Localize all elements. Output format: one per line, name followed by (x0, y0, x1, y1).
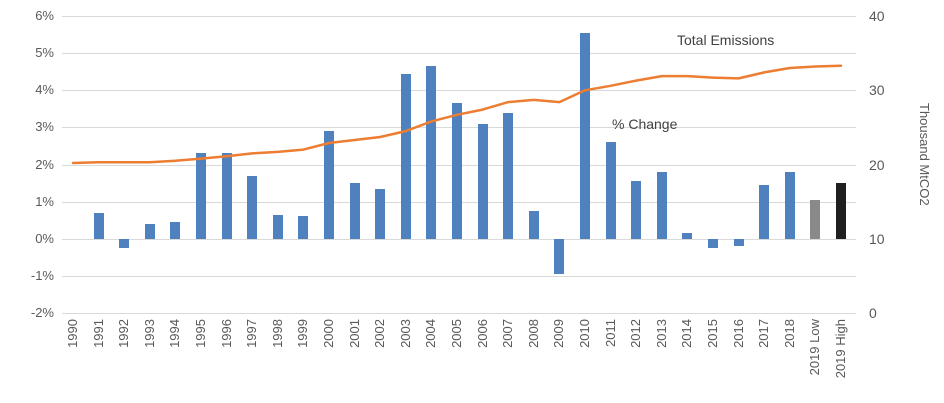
x-label-2008: 2008 (525, 319, 541, 348)
bar-1992 (119, 238, 130, 249)
right-axis-tick: 10 (869, 230, 885, 247)
bar-2004 (426, 66, 437, 239)
left-axis-tick: 5% (35, 45, 54, 61)
bar-2019-high (836, 183, 846, 239)
x-label-1991: 1991 (90, 319, 106, 348)
x-label-2010: 2010 (577, 319, 592, 348)
x-label-2001: 2001 (346, 319, 362, 348)
right-axis-tick: 20 (869, 156, 885, 173)
x-label-1997: 1997 (244, 319, 260, 348)
x-label-1993: 1993 (141, 319, 157, 348)
x-label-1990: 1990 (65, 319, 80, 348)
left-axis-tick: 3% (35, 119, 54, 135)
bar-2003 (400, 73, 411, 239)
x-label-2003: 2003 (397, 319, 413, 348)
x-label-2007: 2007 (500, 319, 516, 348)
bar-2000 (324, 131, 334, 239)
x-label-2009: 2009 (551, 319, 567, 348)
gridline (62, 275, 856, 277)
bar-1991 (93, 212, 104, 239)
left-axis-tick: 6% (35, 8, 54, 23)
bar-2017 (759, 184, 770, 239)
x-label-2016: 2016 (730, 319, 746, 348)
bar-2014 (682, 233, 693, 239)
x-label-2014: 2014 (679, 319, 695, 348)
x-label-1994: 1994 (167, 319, 183, 348)
x-label-2012: 2012 (628, 319, 644, 348)
gridline (62, 313, 856, 314)
x-label-2006: 2006 (474, 319, 490, 348)
left-axis-tick: 0% (35, 230, 54, 246)
x-label-1995: 1995 (193, 319, 208, 348)
x-label-2017: 2017 (756, 319, 772, 348)
x-label-2004: 2004 (423, 319, 439, 348)
x-label-1996: 1996 (218, 319, 234, 348)
total-emissions-line (71, 64, 843, 165)
bar-2011 (605, 142, 616, 239)
right-axis-tick: 30 (869, 82, 885, 99)
bar-2005 (452, 103, 462, 239)
right-axis-tick: 0 (869, 305, 877, 321)
right-axis-title: Thousand MtCO2 (917, 103, 932, 206)
x-label-2005: 2005 (449, 319, 464, 348)
bar-2009 (554, 238, 565, 275)
x-label-2013: 2013 (653, 319, 669, 348)
x-label-2000: 2000 (321, 319, 336, 348)
gridline (62, 53, 856, 55)
bar-2019-low (810, 199, 821, 239)
bar-2010 (580, 32, 590, 239)
x-label-2019-high: 2019 High (833, 319, 848, 379)
bar-1995 (196, 153, 206, 239)
x-label-2011: 2011 (602, 319, 618, 347)
bar-2015 (708, 238, 718, 249)
bar-2001 (349, 183, 360, 239)
x-label-2015: 2015 (705, 319, 720, 348)
left-axis-tick: -1% (30, 267, 54, 283)
bar-2007 (503, 112, 514, 239)
right-axis-tick: 40 (869, 8, 885, 24)
x-label-2018: 2018 (781, 319, 797, 348)
total-emissions-polyline (71, 64, 843, 165)
x-label-2019-low: 2019 Low (807, 319, 823, 376)
gridline (62, 16, 856, 17)
gridline (62, 238, 856, 240)
bar-1999 (298, 216, 309, 239)
left-axis-tick: -2% (30, 305, 54, 320)
left-axis-tick: 1% (35, 193, 54, 209)
bar-2016 (733, 238, 744, 247)
bar-1996 (221, 153, 232, 239)
bar-1997 (247, 175, 258, 239)
bar-1998 (272, 214, 283, 239)
left-axis-tick: 2% (35, 156, 54, 172)
x-label-1999: 1999 (295, 319, 311, 348)
series-label-total-emissions: Total Emissions (677, 32, 775, 48)
x-label-1998: 1998 (269, 319, 285, 348)
left-axis-tick: 4% (35, 82, 54, 98)
gridline (62, 90, 856, 92)
x-label-1992: 1992 (116, 319, 132, 348)
bar-2002 (375, 188, 386, 239)
bar-1993 (144, 223, 155, 239)
series-label-pct-change: % Change (612, 116, 678, 132)
bar-2013 (656, 171, 667, 239)
x-label-2002: 2002 (372, 319, 388, 348)
bar-2018 (784, 171, 795, 239)
pct-change-bars (62, 16, 856, 313)
bar-1994 (170, 222, 181, 239)
bar-2008 (528, 210, 539, 239)
bar-2012 (631, 181, 642, 239)
bar-2006 (477, 123, 488, 239)
